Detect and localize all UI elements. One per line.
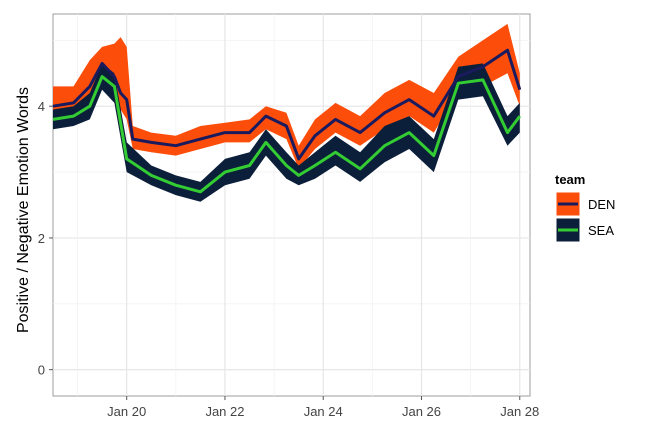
legend-item-sea: SEA	[555, 217, 614, 243]
line-sea	[52, 75, 522, 194]
x-tick-label: Jan 28	[500, 404, 539, 419]
x-tick-label: Jan 20	[107, 404, 146, 419]
y-tick-label: 0	[38, 363, 45, 378]
y-tick-label: 2	[38, 231, 45, 246]
band-sea	[53, 63, 520, 202]
x-tick-label: Jan 22	[205, 404, 244, 419]
y-axis-title: Positive / Negative Emotion Words	[15, 87, 32, 333]
line-den	[52, 48, 522, 161]
x-tick-label: Jan 24	[304, 404, 343, 419]
grid	[53, 14, 530, 396]
legend-label: SEA	[588, 223, 614, 238]
legend: team DEN SEA	[555, 172, 615, 243]
legend-item-den: DEN	[555, 191, 615, 217]
y-tick-label: 4	[38, 99, 45, 114]
band-den	[53, 23, 520, 169]
series-lines	[52, 48, 522, 194]
legend-label: DEN	[588, 197, 615, 212]
x-tick-label: Jan 26	[402, 404, 441, 419]
confidence-bands	[53, 23, 520, 202]
legend-title: team	[555, 172, 585, 187]
axes: 0 2 4 Jan 20 Jan 22 Jan 24 Jan 26 Jan 28	[38, 99, 540, 419]
